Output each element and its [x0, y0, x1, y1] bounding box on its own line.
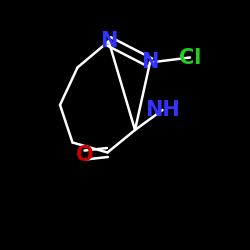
Text: N: N [141, 52, 159, 72]
Text: NH: NH [145, 100, 180, 120]
Text: O: O [76, 145, 94, 165]
Text: Cl: Cl [179, 48, 201, 68]
Text: N: N [100, 31, 117, 51]
